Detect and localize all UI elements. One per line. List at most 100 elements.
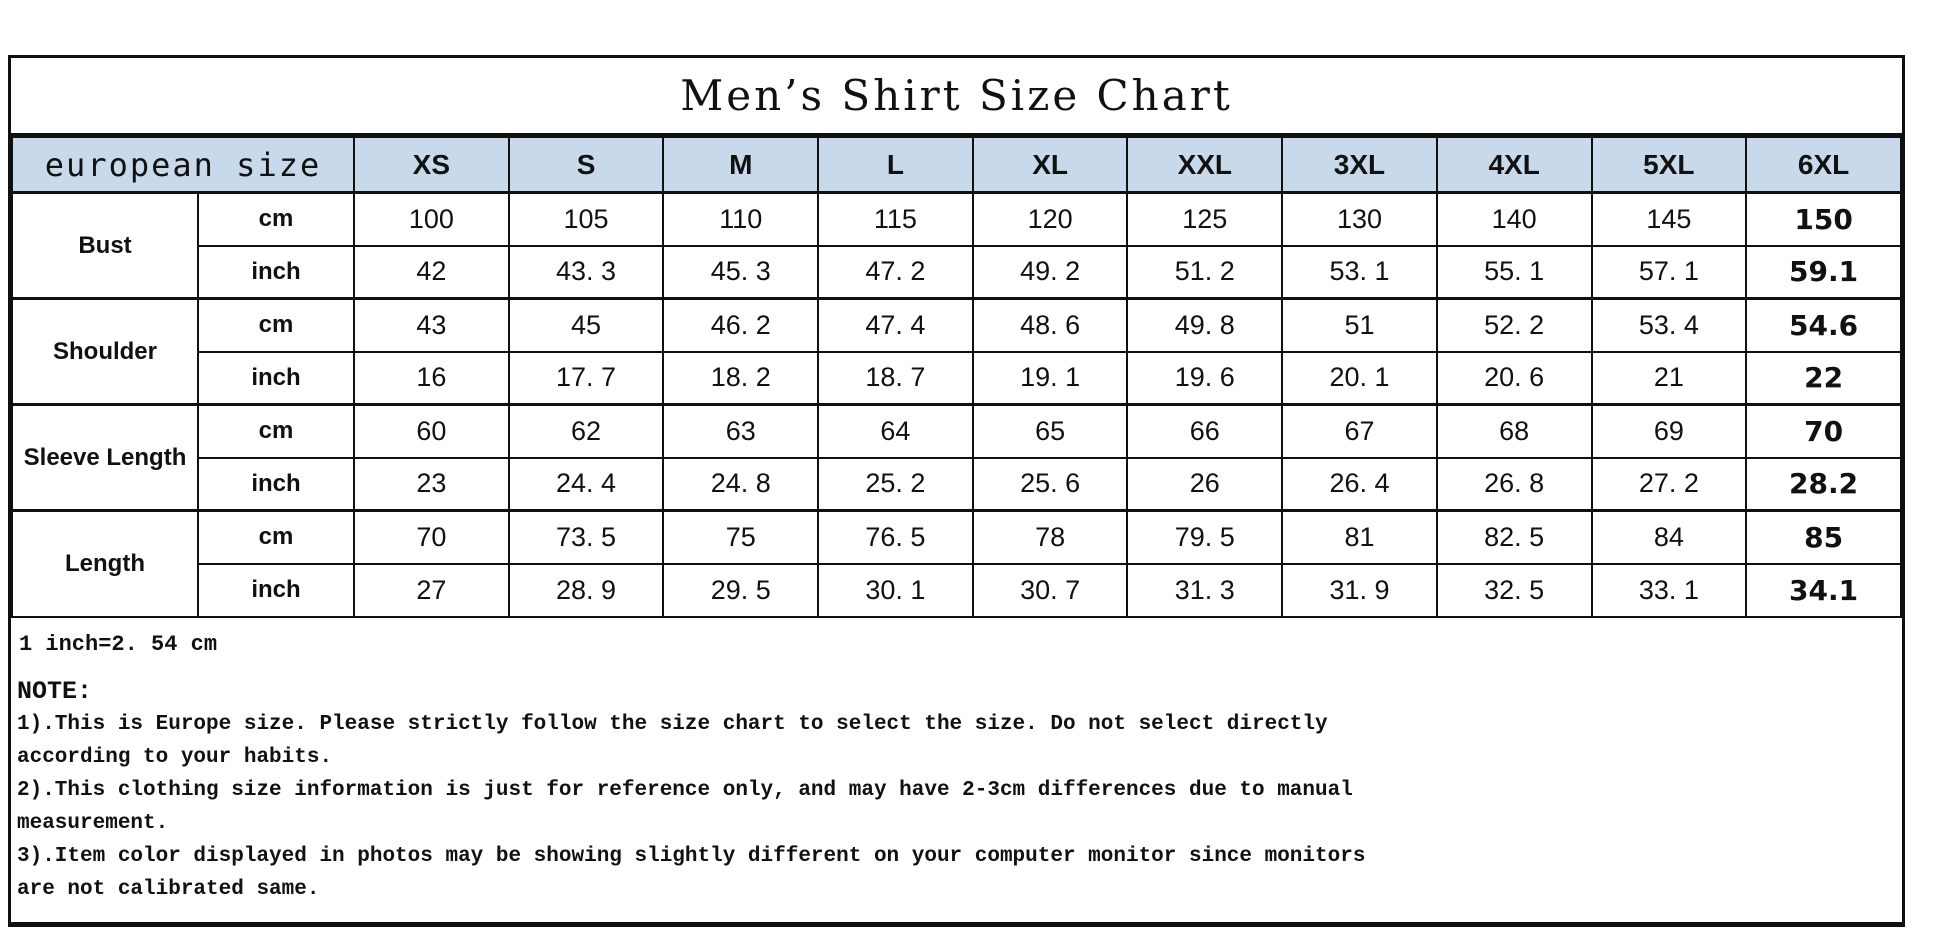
value-cell: 85 bbox=[1745, 509, 1902, 565]
unit-label: cm bbox=[196, 297, 356, 353]
value-cell: 47. 4 bbox=[817, 297, 974, 353]
value-cell: 16 bbox=[353, 350, 510, 406]
conversion-note: 1 inch=2. 54 cm bbox=[19, 631, 218, 657]
value-cell: 79. 5 bbox=[1126, 509, 1284, 565]
value-cell: 19. 6 bbox=[1126, 350, 1284, 406]
european-size-header: european size bbox=[10, 136, 356, 194]
value-cell: 28. 9 bbox=[507, 562, 665, 618]
value-cell: 22 bbox=[1745, 350, 1902, 406]
table-row: Bust cm 100 105 110 115 120 125 130 140 145 150 bbox=[11, 191, 1902, 300]
unit-label: inch bbox=[196, 456, 356, 512]
unit-label: inch bbox=[196, 244, 356, 300]
value-cell: 65 bbox=[971, 403, 1129, 459]
size-column-header-l: L bbox=[817, 136, 974, 194]
value-cell: 130 bbox=[1281, 191, 1438, 247]
value-cell: 105 bbox=[507, 191, 665, 247]
size-chart-box: Men’s Shirt Size Chart european size XS S M… bbox=[8, 55, 1905, 927]
value-cell: 100 bbox=[353, 191, 510, 247]
value-cell: 81 bbox=[1281, 509, 1438, 565]
value-cell: 75 bbox=[662, 509, 820, 565]
value-cell: 18. 7 bbox=[817, 350, 974, 406]
note-line: 1).This is Europe size. Please strictly … bbox=[17, 712, 1328, 736]
value-cell: 26. 4 bbox=[1281, 456, 1438, 512]
note-line: according to your habits. bbox=[17, 745, 333, 769]
value-cell: 73. 5 bbox=[507, 509, 665, 565]
size-chart-body: Bust cm 100 105 110 115 120 125 130 140 145 150 inch… bbox=[11, 191, 1902, 618]
note-line: are not calibrated same. bbox=[17, 877, 320, 901]
value-cell: 28.2 bbox=[1745, 456, 1902, 512]
value-cell: 49. 8 bbox=[1126, 297, 1284, 353]
value-cell: 67 bbox=[1281, 403, 1438, 459]
table-row: inch 27 28. 9 29. 5 30. 1 30. 7 31. 3 31. 9 32. … bbox=[12, 562, 1902, 618]
size-column-header-3xl: 3XL bbox=[1281, 136, 1438, 194]
value-cell: 20. 1 bbox=[1281, 350, 1438, 406]
value-cell: 34.1 bbox=[1745, 562, 1902, 618]
value-cell: 47. 2 bbox=[817, 244, 974, 300]
value-cell: 70 bbox=[353, 509, 510, 565]
unit-label: cm bbox=[196, 403, 356, 459]
table-row: Length cm 70 73. 5 75 76. 5 78 79. 5 81 82. 5 84 85 bbox=[11, 509, 1902, 618]
value-cell: 84 bbox=[1590, 509, 1748, 565]
header-row: european size XS S M L XL XXL 3XL 4XL 5XL 6XL bbox=[10, 136, 1902, 194]
value-cell: 63 bbox=[662, 403, 820, 459]
value-cell: 43 bbox=[353, 297, 510, 353]
value-cell: 27 bbox=[353, 562, 510, 618]
value-cell: 76. 5 bbox=[817, 509, 974, 565]
table-row: inch 16 17. 7 18. 2 18. 7 19. 1 19. 6 20. 1 20. … bbox=[12, 350, 1902, 406]
value-cell: 46. 2 bbox=[662, 297, 820, 353]
value-cell: 54.6 bbox=[1745, 297, 1902, 353]
table-row: inch 23 24. 4 24. 8 25. 2 25. 6 26 26. 4 26. 8 27… bbox=[12, 456, 1902, 512]
value-cell: 26. 8 bbox=[1435, 456, 1593, 512]
size-column-header-s: S bbox=[507, 136, 665, 194]
size-column-header-xs: XS bbox=[353, 136, 510, 194]
note-lines: 1).This is Europe size. Please strictly … bbox=[17, 708, 1892, 906]
value-cell: 31. 9 bbox=[1281, 562, 1438, 618]
value-cell: 59.1 bbox=[1745, 244, 1902, 300]
table-row: inch 42 43. 3 45. 3 47. 2 49. 2 51. 2 53. 1 55. … bbox=[12, 244, 1902, 300]
value-cell: 48. 6 bbox=[971, 297, 1129, 353]
size-chart-table: european size XS S M L XL XXL 3XL 4XL 5XL 6XL Bust… bbox=[10, 136, 1902, 618]
table-row: Shoulder cm 43 45 46. 2 47. 4 48. 6 49. 8 51 52. … bbox=[11, 297, 1902, 406]
measurement-label: Sleeve Length bbox=[11, 403, 199, 512]
size-column-header-5xl: 5XL bbox=[1590, 136, 1748, 194]
note-line: measurement. bbox=[17, 811, 169, 835]
value-cell: 27. 2 bbox=[1590, 456, 1748, 512]
note-line: 2).This clothing size information is jus… bbox=[17, 778, 1353, 802]
size-chart-head: european size XS S M L XL XXL 3XL 4XL 5XL 6XL bbox=[10, 136, 1902, 194]
value-cell: 68 bbox=[1435, 403, 1593, 459]
value-cell: 53. 1 bbox=[1281, 244, 1438, 300]
value-cell: 55. 1 bbox=[1435, 244, 1593, 300]
value-cell: 57. 1 bbox=[1590, 244, 1748, 300]
value-cell: 32. 5 bbox=[1435, 562, 1593, 618]
value-cell: 120 bbox=[971, 191, 1129, 247]
value-cell: 70 bbox=[1745, 403, 1902, 459]
size-column-header-xl: XL bbox=[971, 136, 1129, 194]
measurement-label: Shoulder bbox=[11, 297, 199, 406]
measurement-label: Length bbox=[11, 509, 199, 618]
value-cell: 51 bbox=[1281, 297, 1438, 353]
value-cell: 23 bbox=[353, 456, 510, 512]
value-cell: 82. 5 bbox=[1435, 509, 1593, 565]
value-cell: 145 bbox=[1590, 191, 1748, 247]
unit-label: inch bbox=[196, 562, 356, 618]
value-cell: 45. 3 bbox=[662, 244, 820, 300]
value-cell: 42 bbox=[353, 244, 510, 300]
value-cell: 49. 2 bbox=[971, 244, 1129, 300]
table-row: Sleeve Length cm 60 62 63 64 65 66 67 68 69 70 bbox=[11, 403, 1902, 512]
value-cell: 52. 2 bbox=[1435, 297, 1593, 353]
value-cell: 26 bbox=[1126, 456, 1284, 512]
note-title: NOTE: bbox=[17, 676, 93, 706]
size-column-header-6xl: 6XL bbox=[1745, 136, 1902, 194]
unit-label: inch bbox=[196, 350, 356, 406]
value-cell: 30. 1 bbox=[817, 562, 974, 618]
size-column-header-4xl: 4XL bbox=[1435, 136, 1593, 194]
footer-notes: 1 inch=2. 54 cm NOTE: 1).This is Europe … bbox=[11, 618, 1902, 922]
value-cell: 19. 1 bbox=[971, 350, 1129, 406]
value-cell: 45 bbox=[507, 297, 665, 353]
value-cell: 24. 8 bbox=[662, 456, 820, 512]
size-column-header-m: M bbox=[662, 136, 820, 194]
value-cell: 51. 2 bbox=[1126, 244, 1284, 300]
value-cell: 21 bbox=[1590, 350, 1748, 406]
measurement-label: Bust bbox=[11, 191, 199, 300]
size-column-header-xxl: XXL bbox=[1126, 136, 1284, 194]
